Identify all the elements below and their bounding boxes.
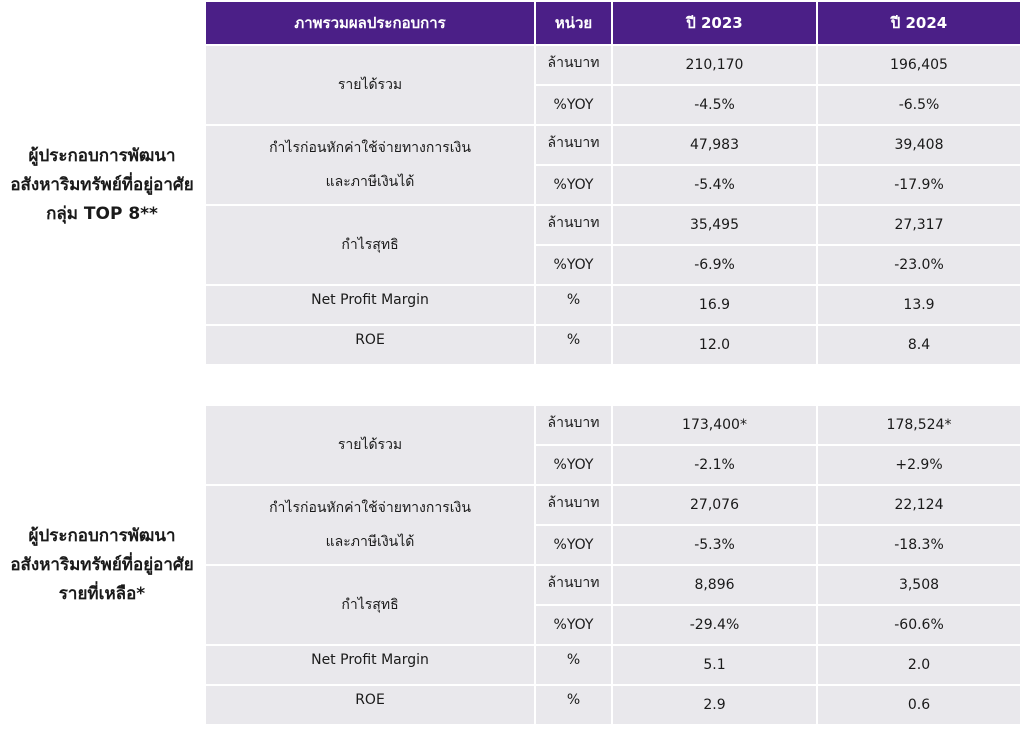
g2-ebit-2024: 22,124 (818, 486, 1020, 524)
group1-title-line2: อสังหาริมทรัพย์ที่อยู่อาศัย (10, 174, 194, 195)
g1-revenue-2024: 196,405 (818, 46, 1020, 84)
g2-ebit-label-line2: และภาษีเงินได้ (325, 534, 415, 550)
g1-net-2024: 27,317 (818, 206, 1020, 244)
g2-net-unit: ล้านบาท (536, 566, 611, 604)
g1-net-unit: ล้านบาท (536, 206, 611, 244)
g1-net-yoy-2024: -23.0% (818, 246, 1020, 284)
g1-roe-label: ROE (206, 326, 534, 364)
g2-net-yoy-2023: -29.4% (613, 606, 816, 644)
g2-npm-unit: % (536, 646, 611, 684)
g2-revenue-yoy-unit: %YOY (536, 446, 611, 484)
g1-roe-unit: % (536, 326, 611, 364)
g1-ebit-yoy-2023: -5.4% (613, 166, 816, 204)
g1-ebit-unit: ล้านบาท (536, 126, 611, 164)
g2-ebit-label-line1: กำไรก่อนหักค่าใช้จ่ายทางการเงิน (269, 500, 471, 516)
g2-ebit-2023: 27,076 (613, 486, 816, 524)
group2-title-line3: รายที่เหลือ* (58, 583, 146, 604)
g2-revenue-yoy-2023: -2.1% (613, 446, 816, 484)
g1-npm-label: Net Profit Margin (206, 286, 534, 324)
group1-title-line3: กลุ่ม TOP 8** (46, 203, 158, 224)
g2-net-yoy-2024: -60.6% (818, 606, 1020, 644)
header-overview: ภาพรวมผลประกอบการ (206, 2, 534, 44)
g2-net-yoy-unit: %YOY (536, 606, 611, 644)
group2-title-line2: อสังหาริมทรัพย์ที่อยู่อาศัย (10, 554, 194, 575)
header-2024: ปี 2024 (818, 2, 1020, 44)
g2-roe-label: ROE (206, 686, 534, 724)
g1-ebit-label: กำไรก่อนหักค่าใช้จ่ายทางการเงิน และภาษีเ… (206, 126, 534, 204)
g2-npm-2023: 5.1 (613, 646, 816, 684)
g1-ebit-2024: 39,408 (818, 126, 1020, 164)
g1-revenue-yoy-2024: -6.5% (818, 86, 1020, 124)
g2-net-label: กำไรสุทธิ (206, 566, 534, 644)
g2-net-2024: 3,508 (818, 566, 1020, 604)
g1-revenue-unit: ล้านบาท (536, 46, 611, 84)
g2-roe-2024: 0.6 (818, 686, 1020, 724)
g1-net-label: กำไรสุทธิ (206, 206, 534, 284)
g2-ebit-label: กำไรก่อนหักค่าใช้จ่ายทางการเงิน และภาษีเ… (206, 486, 534, 564)
g2-ebit-yoy-2024: -18.3% (818, 526, 1020, 564)
header-unit: หน่วย (536, 2, 611, 44)
g2-ebit-unit: ล้านบาท (536, 486, 611, 524)
g1-revenue-yoy-unit: %YOY (536, 86, 611, 124)
g1-net-yoy-2023: -6.9% (613, 246, 816, 284)
g2-npm-2024: 2.0 (818, 646, 1020, 684)
g1-npm-2023: 16.9 (613, 286, 816, 324)
g2-net-2023: 8,896 (613, 566, 816, 604)
group2-title: ผู้ประกอบการพัฒนา อสังหาริมทรัพย์ที่อยู่… (0, 406, 204, 724)
g1-ebit-2023: 47,983 (613, 126, 816, 164)
g1-npm-2024: 13.9 (818, 286, 1020, 324)
g1-roe-2023: 12.0 (613, 326, 816, 364)
g1-roe-2024: 8.4 (818, 326, 1020, 364)
g1-ebit-yoy-unit: %YOY (536, 166, 611, 204)
g1-net-yoy-unit: %YOY (536, 246, 611, 284)
group1-title: ผู้ประกอบการพัฒนา อสังหาริมทรัพย์ที่อยู่… (0, 46, 204, 324)
g1-revenue-label: รายได้รวม (206, 46, 534, 124)
g1-revenue-yoy-2023: -4.5% (613, 86, 816, 124)
group1-title-line1: ผู้ประกอบการพัฒนา (28, 145, 176, 166)
g1-ebit-label-line1: กำไรก่อนหักค่าใช้จ่ายทางการเงิน (269, 140, 471, 156)
g1-ebit-yoy-2024: -17.9% (818, 166, 1020, 204)
g2-revenue-yoy-2024: +2.9% (818, 446, 1020, 484)
separator-row (0, 366, 1024, 406)
g2-revenue-2023: 173,400* (613, 406, 816, 444)
g2-ebit-yoy-unit: %YOY (536, 526, 611, 564)
g2-roe-2023: 2.9 (613, 686, 816, 724)
g1-ebit-label-line2: และภาษีเงินได้ (325, 174, 415, 190)
g2-ebit-yoy-2023: -5.3% (613, 526, 816, 564)
g2-revenue-label: รายได้รวม (206, 406, 534, 484)
g2-npm-label: Net Profit Margin (206, 646, 534, 684)
g2-revenue-unit: ล้านบาท (536, 406, 611, 444)
group2-title-line1: ผู้ประกอบการพัฒนา (28, 525, 176, 546)
g1-revenue-2023: 210,170 (613, 46, 816, 84)
header-2023: ปี 2023 (613, 2, 816, 44)
g2-roe-unit: % (536, 686, 611, 724)
g1-npm-unit: % (536, 286, 611, 324)
g2-revenue-2024: 178,524* (818, 406, 1020, 444)
g1-net-2023: 35,495 (613, 206, 816, 244)
